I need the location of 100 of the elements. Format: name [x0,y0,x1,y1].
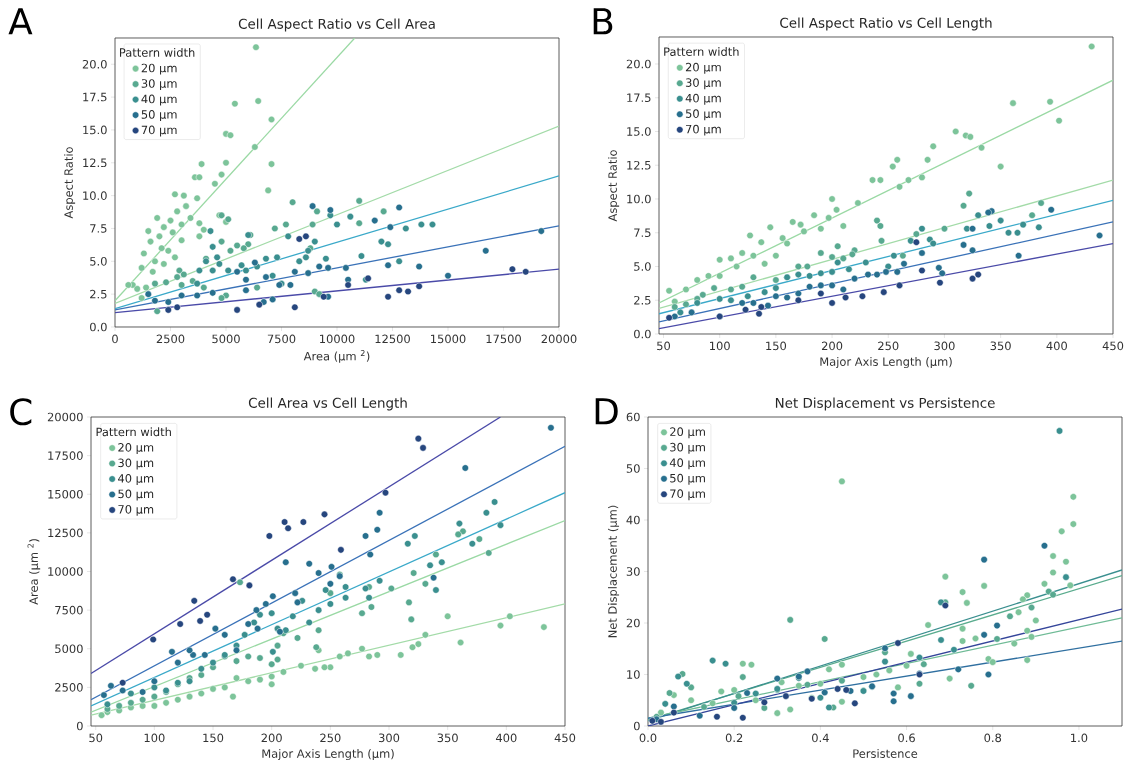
text: D [595,398,618,425]
x-tick-label: 450 [554,733,576,743]
x-tick-label: 20000 [541,334,577,344]
y-tick-label: 2.5 [634,295,651,305]
legend-label: 40 µm [118,474,154,485]
y-tick-label: 0 [633,721,640,731]
x-tick-label: 0.2 [725,733,743,743]
text: C [10,398,32,426]
y-tick-label: 5000 [55,644,83,654]
legend-title: Pattern width [119,47,195,57]
y-tick-label: 0 [76,721,83,731]
x-tick-label: 12500 [375,334,410,344]
y-tick-label: 7500 [55,605,83,615]
y-tick-label: 20 [626,618,640,628]
y-tick-label: 15.0 [83,125,107,135]
chart-title: Net Displacement vs Persistence [775,397,995,411]
y-tick-label: 17.5 [83,92,107,102]
x-tick-label: 15000 [431,334,466,344]
x-tick-label: 350 [437,733,458,743]
y-tick-label: 10.0 [627,194,651,204]
x-tick-label: 300 [934,341,955,351]
y-axis-title: Aspect Ratio [64,147,76,219]
legend-label: 70 µm [686,124,721,136]
y-tick-label: 0.0 [90,322,107,332]
y-tick-label: 60 [626,412,640,422]
legend-label: 50 µm [670,473,705,485]
y-tick-label: 50 [626,464,640,473]
x-tick-label: 400 [495,733,517,743]
x-tick-label: 400 [1046,341,1067,351]
y-tick-label: 7.5 [634,228,651,237]
legend-title: Pattern width [96,427,171,437]
chart-title: Cell Aspect Ratio vs Cell Length [780,17,992,31]
x-tick-label: 100 [144,733,165,743]
legend-label: 20 µm [141,63,177,75]
legend-label: 30 µm [141,79,177,90]
y-tick-label: 2.5 [90,289,107,299]
x-tick-label: 50 [657,341,671,351]
y-tick-label: 10.0 [83,191,107,200]
legend-label: 30 µm [118,458,154,470]
legend-label: 70 µm [670,489,705,501]
x-axis-title: Persistence [853,749,918,758]
x-tick-label: 250 [320,733,341,743]
y-axis-title: Net Displacement (µm) [607,505,620,638]
legend-label: 70 µm [141,125,177,137]
y-tick-label: 30 [626,567,640,576]
y-axis-title: Area (µm $^{2}$) [27,539,41,605]
x-tick-label: 300 [378,733,400,743]
y-tick-label: 12500 [48,528,83,538]
y-tick-label: 12.5 [627,160,651,170]
y-tick-label: 20.0 [626,59,651,69]
x-tick-label: 17500 [486,334,521,344]
y-tick-label: 17.5 [627,93,651,102]
x-tick-label: 150 [203,733,224,743]
x-tick-label: 1.0 [1071,733,1088,743]
chart-title: Cell Aspect Ratio vs Cell Area [238,18,435,32]
x-tick-label: 250 [878,341,899,351]
legend-label: 20 µm [685,62,721,74]
y-tick-label: 10000 [48,567,83,576]
legend-label: 40 µm [685,93,721,105]
x-axis-title: Area (µm $^{2}$) [303,350,370,363]
y-tick-label: 15000 [48,489,83,499]
x-tick-label: 350 [990,341,1011,351]
x-tick-label: 0 [112,334,118,344]
legend-label: 50 µm [141,110,177,121]
legend-label: 20 µm [118,443,154,454]
x-tick-label: 200 [261,733,282,743]
y-tick-label: 40 [626,515,640,525]
x-tick-label: 5000 [212,334,240,344]
x-tick-label: 0.4 [812,733,829,743]
legend-label: 40 µm [141,94,177,106]
x-axis-title: Major Axis Length (µm) [262,749,394,761]
y-tick-label: 17500 [48,451,83,460]
y-tick-label: 7.5 [90,224,107,233]
text: B [593,8,613,35]
y-tick-label: 20.0 [82,59,107,69]
x-tick-label: 2500 [156,334,185,344]
y-tick-label: 5.0 [90,256,107,266]
legend-label: 30 µm [685,78,721,90]
y-axis-title: Aspect Ratio [608,150,620,222]
y-tick-label: 12.5 [83,158,107,168]
legend-title: Pattern width [664,47,739,56]
y-tick-label: 15.0 [627,127,651,136]
text: A [8,8,33,35]
x-tick-label: 10000 [320,334,355,344]
x-tick-label: 150 [766,341,787,351]
chart-title: Cell Area vs Cell Length [248,397,407,411]
legend-label: 30 µm [670,442,705,454]
legend-label: 50 µm [685,109,721,121]
x-tick-label: 7500 [267,334,296,344]
legend-label: 40 µm [669,458,705,470]
x-tick-label: 100 [710,341,730,351]
y-tick-label: 20000 [47,412,83,422]
x-tick-label: 450 [1102,341,1124,351]
x-axis-title: Major Axis Length (µm) [820,357,952,369]
x-tick-label: 0.6 [898,733,915,743]
legend-label: 50 µm [118,489,154,501]
legend-label: 70 µm [118,504,154,516]
y-tick-label: 5.0 [634,262,651,271]
legend-label: 20 µm [670,427,705,439]
x-tick-label: 200 [821,341,843,351]
